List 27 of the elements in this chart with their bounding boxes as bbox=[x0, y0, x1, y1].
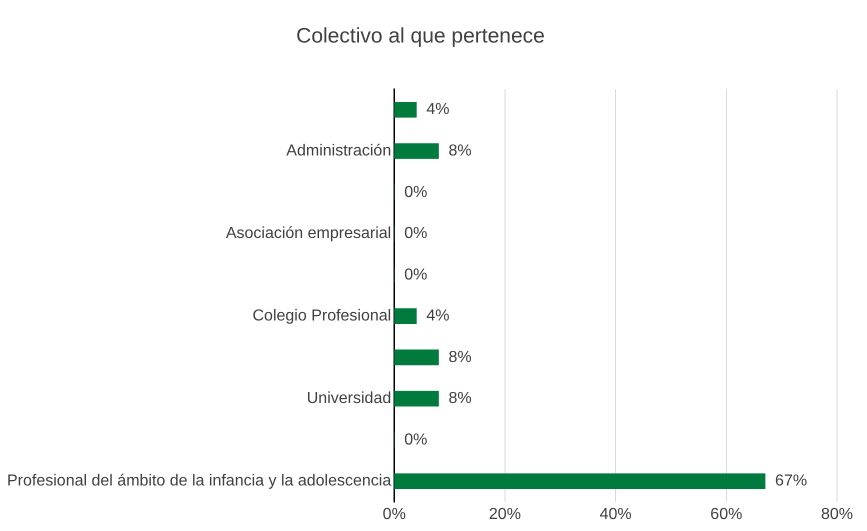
bar bbox=[394, 350, 439, 366]
data-label: 67% bbox=[775, 472, 808, 490]
data-label: 0% bbox=[404, 266, 428, 284]
x-tick-label: 60% bbox=[710, 506, 742, 523]
x-tick-label: 20% bbox=[488, 506, 521, 523]
y-tick-label: Asociación empresarial bbox=[226, 225, 392, 242]
data-label: 8% bbox=[448, 348, 472, 366]
data-label: 8% bbox=[448, 142, 472, 160]
data-label: 0% bbox=[404, 431, 428, 448]
bar bbox=[394, 473, 766, 489]
bar bbox=[394, 308, 417, 324]
bar bbox=[394, 102, 417, 118]
bar bbox=[394, 390, 439, 406]
x-tick-label: 40% bbox=[600, 506, 632, 523]
x-tick-label: 80% bbox=[820, 506, 854, 523]
data-label: 0% bbox=[404, 225, 428, 242]
y-tick-label: Profesional del ámbito de la infancia y la adolescencia bbox=[7, 472, 392, 490]
data-label: 4% bbox=[426, 308, 450, 325]
data-label: 4% bbox=[426, 101, 450, 118]
data-label: 8% bbox=[448, 390, 472, 408]
data-label: 0% bbox=[404, 184, 428, 201]
y-tick-label: Administración bbox=[286, 142, 392, 160]
y-tick-label: Universidad bbox=[306, 390, 392, 408]
y-tick-label: Colegio Profesional bbox=[252, 308, 392, 325]
chart-title: Colectivo al que pertenece bbox=[296, 24, 545, 48]
x-tick-label: 0% bbox=[382, 506, 406, 523]
bar bbox=[394, 143, 439, 159]
